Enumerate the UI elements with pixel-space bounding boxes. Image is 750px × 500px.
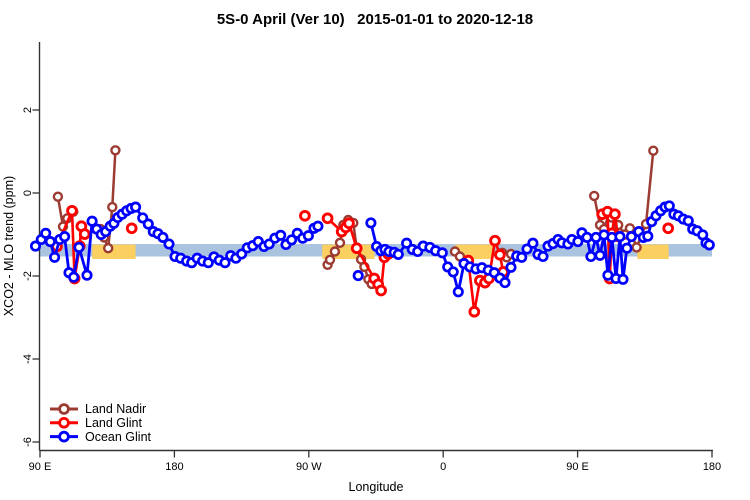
- data-point: [499, 277, 511, 289]
- data-point: [299, 209, 311, 222]
- data-point: [648, 145, 659, 156]
- legend-marker: [58, 430, 70, 443]
- legend-label: Land Nadir: [85, 402, 146, 416]
- data-point: [107, 201, 118, 213]
- data-point: [86, 215, 98, 227]
- data-point: [468, 305, 481, 318]
- data-point: [527, 237, 539, 249]
- data-point: [302, 230, 314, 242]
- x-tick-label: 180: [703, 461, 721, 473]
- data-point: [49, 251, 61, 263]
- data-point: [516, 251, 528, 263]
- y-axis-label: XCO2 - MLO trend (ppm): [2, 176, 16, 316]
- data-point: [68, 271, 80, 283]
- series-ocean-glint: [29, 200, 715, 298]
- legend-label: Land Glint: [85, 416, 143, 430]
- data-point: [66, 204, 78, 217]
- data-point: [312, 220, 324, 232]
- data-point: [73, 241, 85, 253]
- data-point: [163, 238, 175, 250]
- x-axis-label: Longitude: [349, 480, 404, 494]
- data-point: [494, 248, 506, 261]
- x-tick-label: 90 E: [566, 461, 589, 473]
- data-point: [81, 269, 93, 281]
- data-point: [621, 242, 633, 254]
- data-point: [537, 250, 549, 263]
- data-point: [589, 190, 600, 202]
- legend-marker: [58, 403, 70, 415]
- data-point: [78, 228, 91, 240]
- data-point: [275, 229, 287, 241]
- data-point: [286, 234, 298, 246]
- data-point: [352, 270, 364, 282]
- data-point: [329, 246, 341, 257]
- y-tick-label: -6: [22, 437, 34, 447]
- x-tick-label: 0: [440, 461, 446, 473]
- data-point: [585, 250, 597, 263]
- y-tick-label: 2: [22, 107, 34, 113]
- x-tick-label: 180: [165, 461, 183, 473]
- data-point: [142, 218, 154, 230]
- data-point: [703, 239, 715, 251]
- data-point: [365, 217, 377, 229]
- data-point: [625, 231, 637, 243]
- data-point: [581, 231, 593, 243]
- y-tick-label: -2: [22, 271, 34, 281]
- chart-title: 5S-0 April (Ver 10) 2015-01-01 to 2020-1…: [216, 11, 534, 28]
- axes: 2 0 -2 -4 -6 90 E 180 90 W 0 90 E 180: [22, 42, 721, 473]
- data-point: [572, 236, 584, 248]
- data-point: [375, 284, 387, 297]
- data-point: [219, 257, 231, 269]
- data-point: [29, 240, 42, 252]
- data-point: [682, 215, 694, 227]
- data-point: [334, 237, 346, 249]
- legend-marker: [58, 416, 70, 429]
- x-tick-label: 90 W: [296, 461, 322, 473]
- data-point: [447, 266, 459, 278]
- data-point: [343, 217, 355, 230]
- data-point: [44, 236, 56, 248]
- data-point: [594, 249, 606, 261]
- data-point: [392, 248, 404, 260]
- data-point: [609, 208, 621, 221]
- data-point: [662, 222, 675, 235]
- data-point: [489, 234, 501, 247]
- data-point: [452, 286, 464, 298]
- data-point: [505, 261, 517, 273]
- data-point: [321, 212, 334, 225]
- data-point: [110, 145, 121, 156]
- data-point: [663, 200, 675, 212]
- data-point: [624, 223, 636, 234]
- y-tick-label: -4: [22, 354, 34, 364]
- data-point: [52, 191, 64, 202]
- data-point: [436, 247, 448, 259]
- data-point: [40, 227, 52, 239]
- data-point: [59, 231, 71, 243]
- data-point: [102, 242, 114, 254]
- y-tick-label: 0: [22, 190, 34, 196]
- reference-band-highlight: [637, 244, 669, 259]
- data-point: [130, 201, 142, 213]
- legend-label: Ocean Glint: [85, 430, 152, 444]
- data-point: [614, 231, 626, 243]
- data-point: [631, 242, 642, 253]
- data-point: [125, 222, 138, 235]
- reference-band-highlight: [92, 244, 136, 259]
- data-point: [157, 231, 169, 243]
- x-tick-label: 90 E: [29, 461, 52, 473]
- data-point: [642, 230, 654, 242]
- data-point: [324, 254, 336, 265]
- data-point: [350, 242, 363, 255]
- data-point: [617, 273, 629, 285]
